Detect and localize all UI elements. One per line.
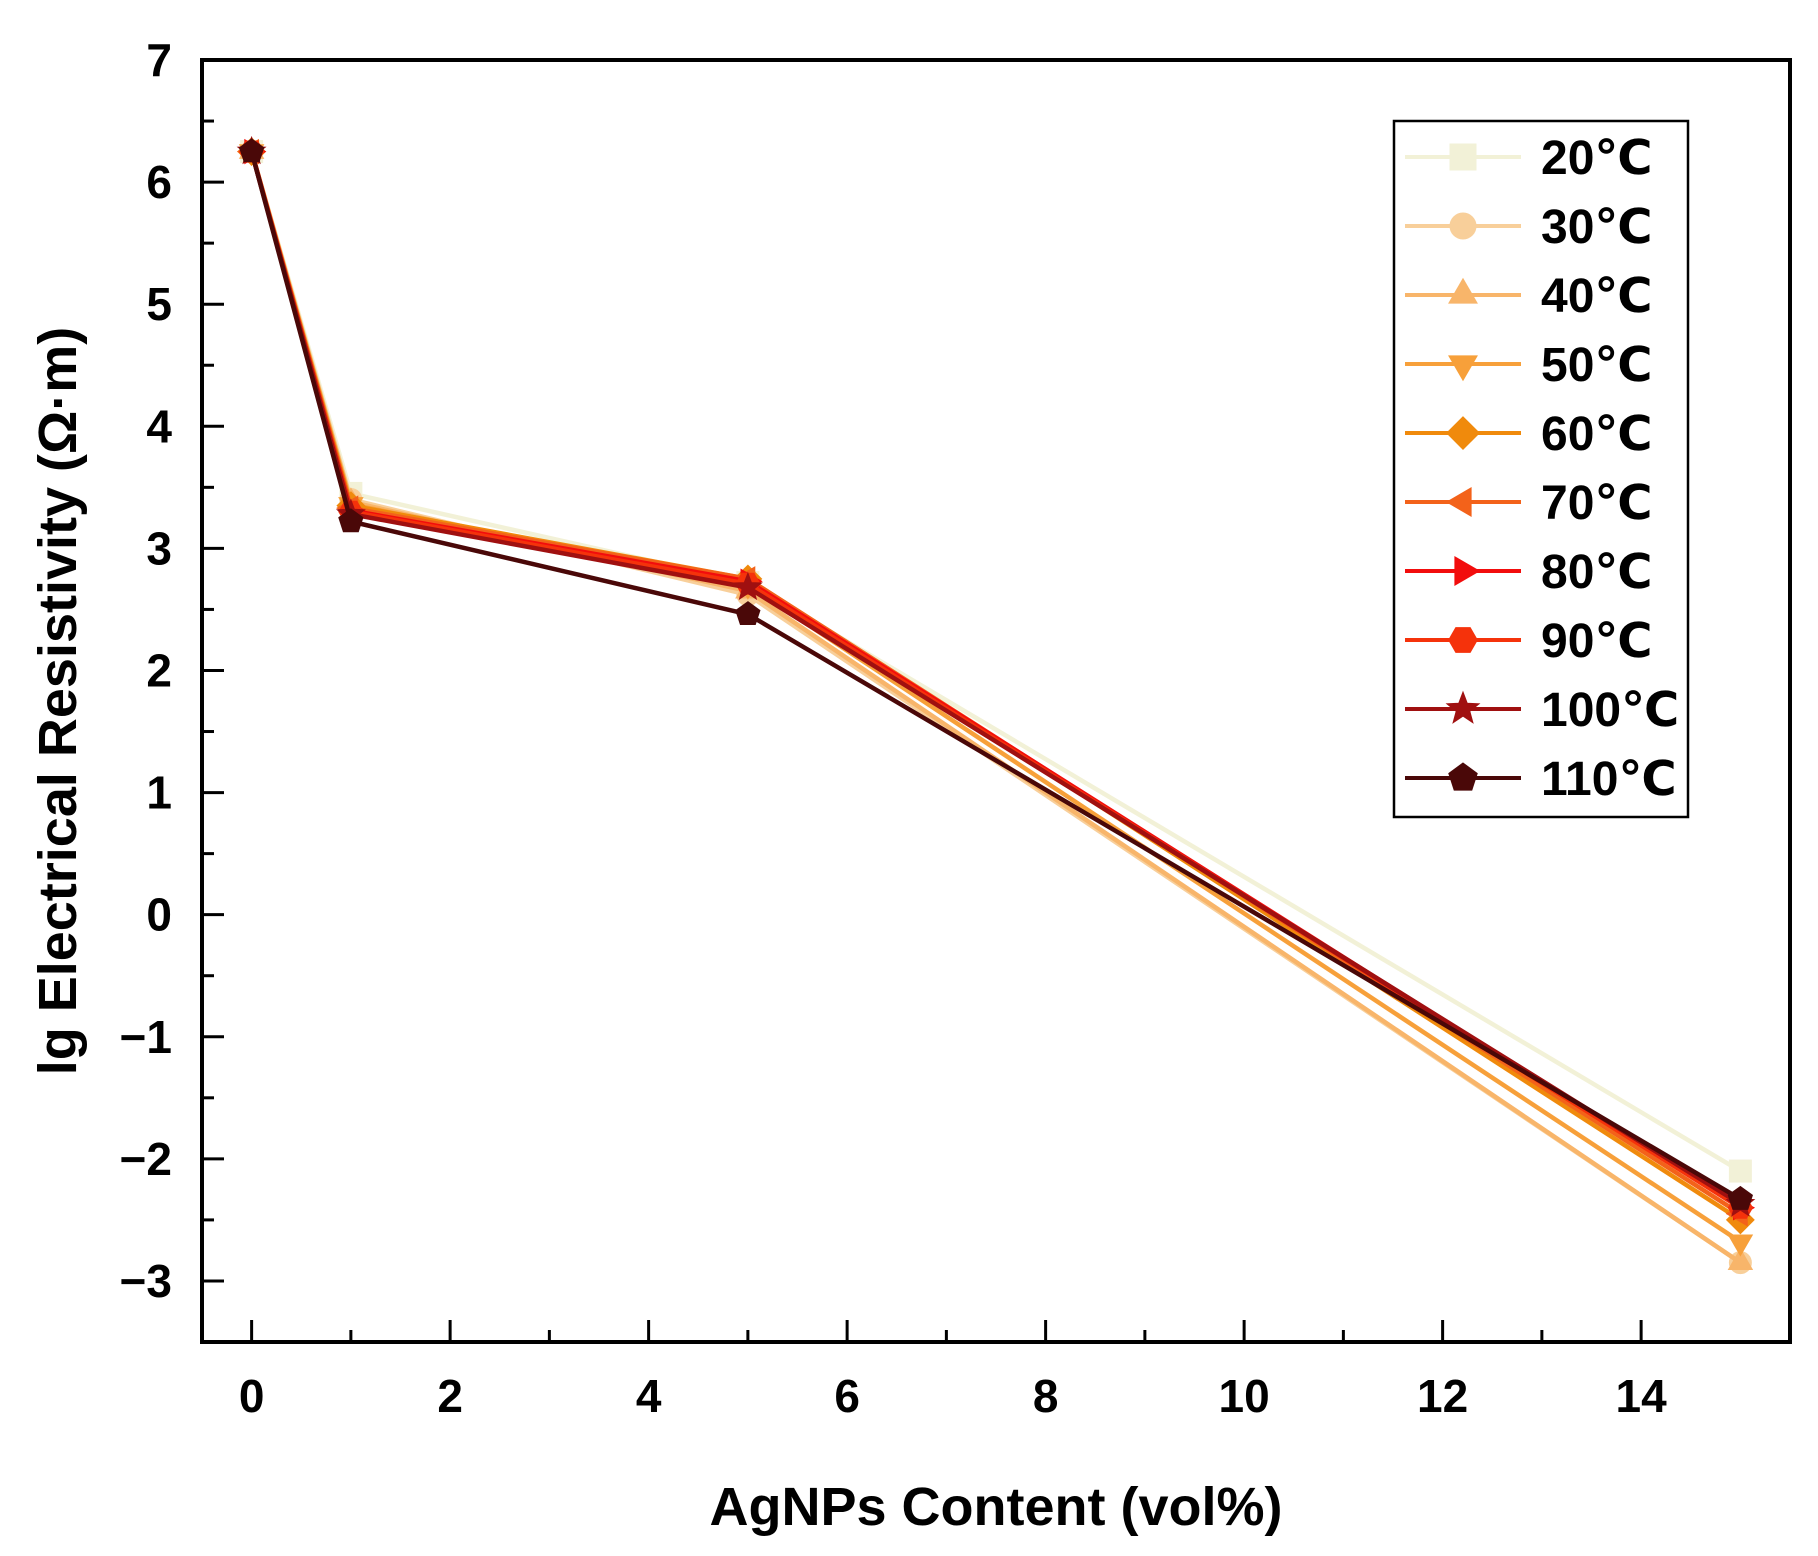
data-point-marker [1728, 1159, 1752, 1183]
legend-item: 60℃ [1405, 408, 1653, 461]
y-tick-label: 4 [146, 400, 172, 452]
legend-label: 110℃ [1541, 753, 1677, 806]
data-point-marker [1448, 762, 1478, 791]
x-axis-title: AgNPs Content (vol%) [710, 1477, 1283, 1537]
data-point-marker [1448, 277, 1478, 304]
series-layer [236, 135, 1756, 1275]
legend-label: 50℃ [1541, 339, 1653, 392]
x-tick-label: 14 [1616, 1370, 1668, 1422]
y-tick-label: 7 [146, 34, 172, 86]
y-tick-label: 5 [146, 278, 172, 330]
y-tick-label: −2 [120, 1133, 172, 1185]
series-110℃ [239, 138, 1753, 1210]
y-tick-label: −1 [120, 1011, 172, 1063]
legend: 20℃ 30℃ 40℃ 50℃ 60℃ 70℃ 80℃ 90℃ 100℃ 110℃ [1392, 119, 1690, 819]
y-tick-label: 3 [146, 522, 172, 574]
legend-label: 40℃ [1541, 270, 1653, 323]
data-point-marker [1449, 143, 1477, 171]
legend-label: 60℃ [1541, 408, 1653, 461]
x-tick-label: 2 [437, 1370, 463, 1422]
x-tick-label: 8 [1033, 1370, 1059, 1422]
plot-frame [200, 58, 1792, 1344]
legend-item: 90℃ [1405, 615, 1653, 668]
legend-item: 40℃ [1405, 270, 1653, 323]
data-point-marker [1445, 487, 1472, 517]
x-tick-label: 0 [239, 1370, 265, 1422]
data-point-marker [1727, 1234, 1754, 1257]
data-point-marker [735, 601, 761, 625]
x-tick-label: 4 [636, 1370, 662, 1422]
data-point-marker [1727, 1247, 1754, 1270]
data-point-marker [1445, 690, 1481, 724]
legend-box [1392, 119, 1690, 819]
x-tick-label: 6 [834, 1370, 860, 1422]
legend-item: 30℃ [1405, 201, 1653, 254]
data-point-marker [732, 571, 763, 601]
data-point-marker [1446, 416, 1481, 451]
legend-label: 20℃ [1541, 132, 1653, 185]
legend-label: 90℃ [1541, 615, 1653, 668]
data-point-marker [338, 508, 364, 533]
legend-label: 100℃ [1541, 684, 1679, 737]
legend-item: 80℃ [1405, 546, 1653, 599]
data-point-marker [1448, 355, 1478, 382]
legend-label: 70℃ [1541, 477, 1653, 530]
legend-label: 80℃ [1541, 546, 1653, 599]
y-tick-label: −3 [120, 1255, 172, 1307]
legend-item: 100℃ [1405, 684, 1679, 737]
legend-item: 20℃ [1405, 132, 1653, 185]
legend-label: 30℃ [1541, 201, 1653, 254]
x-tick-label: 10 [1219, 1370, 1270, 1422]
series-line [249, 151, 1742, 1202]
data-point-marker [1727, 1185, 1753, 1210]
y-tick-label: 6 [146, 156, 172, 208]
y-tick-label: 1 [146, 767, 172, 819]
data-point-marker [1454, 556, 1481, 586]
data-point-marker [1448, 627, 1478, 653]
legend-item: 70℃ [1405, 477, 1653, 530]
data-point-marker [1449, 212, 1477, 240]
legend-item: 110℃ [1405, 753, 1677, 806]
x-tick-label: 12 [1417, 1370, 1468, 1422]
y-tick-label: 2 [146, 644, 172, 696]
y-tick-label: 0 [146, 889, 172, 941]
legend-item: 50℃ [1405, 339, 1653, 392]
data-point-marker [239, 138, 265, 163]
y-axis-title: lg Electrical Resistivity (Ω·m) [28, 327, 88, 1076]
